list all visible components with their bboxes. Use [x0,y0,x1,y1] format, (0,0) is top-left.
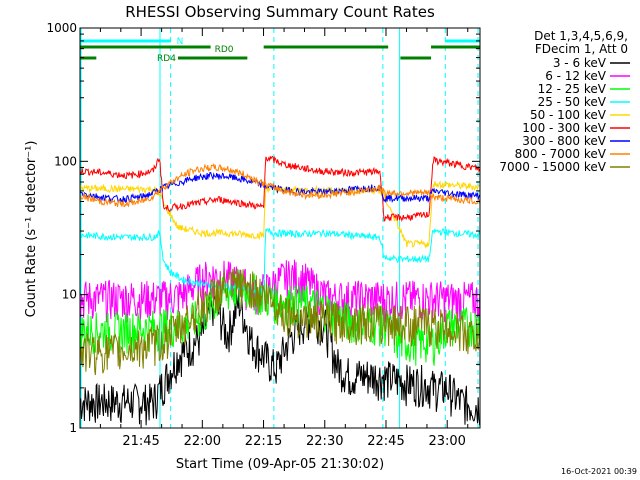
legend-label-6: 300 - 800 keV [522,134,606,148]
legend-label-7: 800 - 7000 keV [515,147,607,161]
series-line-8 [79,268,481,376]
x-axis-label: Start Time (09-Apr-05 21:30:02) [176,457,384,472]
legend: Det 1,3,4,5,6,9, FDecim 1, Att 0 3 - 6 k… [499,29,630,174]
y-tick-label-0: 1 [69,421,77,435]
plot-frame [79,27,481,429]
x-tick-label-0: 21:45 [122,434,159,449]
flag-label-n: N [177,37,184,47]
series-line-7 [79,162,481,208]
flag-label-rd0: RD0 [215,45,234,55]
series-line-4 [79,180,480,249]
timestamp: 16-Oct-2021 00:39 [561,467,637,476]
legend-label-1: 6 - 12 keV [545,69,607,83]
plot-area: N RD0 RD4 1 10 100 1000 21:45 22:00 22:15 22:30 22… [46,21,481,449]
status-flags: N RD0 RD4 [80,37,480,64]
x-tick-label-2: 22:15 [245,434,282,449]
series-lines [79,155,481,426]
series-line-3 [79,227,481,296]
series-line-1 [79,259,481,323]
x-tick-label-1: 22:00 [184,434,221,449]
legend-header-line-1: Det 1,3,4,5,6,9, [534,29,628,43]
legend-label-8: 7000 - 15000 keV [499,160,606,174]
y-tick-label-3: 1000 [46,21,77,35]
chart-title: RHESSI Observing Summary Count Rates [125,3,435,21]
series-line-0 [79,286,481,426]
x-tick-label-5: 23:00 [428,434,465,449]
legend-label-5: 100 - 300 keV [522,121,606,135]
axis-ticks: 1 10 100 1000 21:45 22:00 22:15 22:30 22:45 23:00 [46,21,480,449]
night-boundaries [80,28,479,428]
series-line-5 [79,155,481,223]
legend-label-0: 3 - 6 keV [553,56,607,70]
legend-label-3: 25 - 50 keV [538,95,607,109]
series-line-6 [79,171,481,204]
y-axis-label: Count Rate (s⁻¹ detector⁻¹) [24,141,39,318]
flag-label-rd4: RD4 [157,54,176,64]
y-tick-label-1: 10 [62,288,77,302]
x-tick-label-4: 22:45 [367,434,404,449]
legend-label-4: 50 - 100 keV [530,108,607,122]
legend-header-line-2: FDecim 1, Att 0 [535,42,628,56]
x-tick-label-3: 22:30 [306,434,343,449]
legend-label-2: 12 - 25 keV [538,82,607,96]
y-tick-label-2: 100 [54,154,77,168]
